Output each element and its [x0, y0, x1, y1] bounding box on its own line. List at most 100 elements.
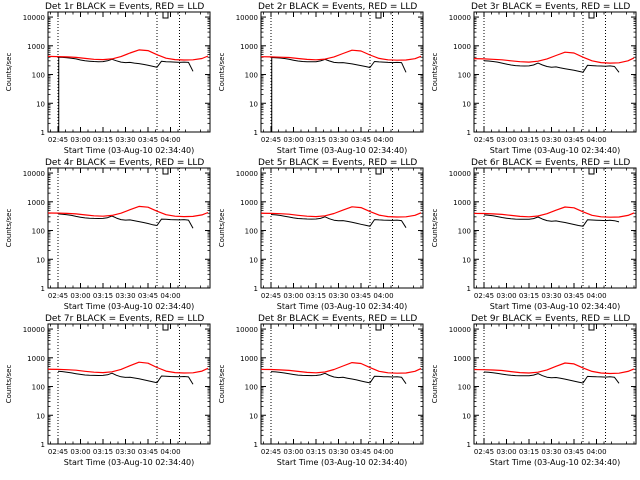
y-tick-label: 10 [36, 256, 45, 264]
y-tick-label: 10 [462, 412, 471, 420]
panel-det-5: Det 5r BLACK = Events, RED = LLD Counts/s… [218, 158, 424, 311]
y-tick-label: 1000 [240, 43, 258, 51]
x-tick-label: 02:45 [474, 292, 494, 300]
chart-title: Det 8r BLACK = Events, RED = LLD [258, 314, 417, 324]
x-tick-label: 03:00 [496, 292, 516, 300]
y-tick-label: 100 [245, 228, 258, 236]
x-tick-label: 03:45 [351, 448, 371, 456]
x-tick-label: 03:30 [115, 448, 135, 456]
series-line-events [270, 371, 407, 384]
plot-data [48, 361, 209, 385]
x-tick-label: 03:45 [564, 136, 584, 144]
y-tick-label: 1000 [27, 355, 45, 363]
x-tick-label: 03:00 [496, 136, 516, 144]
x-tick-label: 03:45 [564, 292, 584, 300]
chart-title: Det 9r BLACK = Events, RED = LLD [471, 314, 630, 324]
x-tick-label: 02:45 [474, 136, 494, 144]
y-tick-label: 100 [32, 72, 45, 80]
panel-det-2: Det 2r BLACK = Events, RED = LLD Counts/s… [218, 2, 424, 155]
y-tick-label: 1000 [453, 355, 471, 363]
series-line-events [270, 214, 407, 228]
plot-frame [47, 167, 211, 289]
x-tick-label: 03:45 [564, 448, 584, 456]
x-axis-label: Start Time (03-Aug-10 02:34:40) [490, 458, 621, 467]
x-tick-label: 04:00 [586, 292, 606, 300]
x-tick-label: 03:45 [351, 136, 371, 144]
x-tick-label: 03:00 [70, 448, 90, 456]
y-axis-label: Counts/sec [5, 365, 13, 404]
y-axis-label: Counts/sec [431, 365, 439, 404]
y-tick-label: 1 [254, 441, 258, 449]
panel-det-9: Det 9r BLACK = Events, RED = LLD Counts/s… [431, 314, 637, 467]
y-axis-label: Counts/sec [218, 53, 226, 92]
plot-frame [260, 11, 424, 133]
chart-title: Det 4r BLACK = Events, RED = LLD [45, 158, 204, 168]
plot-frame [473, 167, 637, 289]
plot-data [474, 51, 635, 73]
series-line-lld [48, 49, 209, 61]
y-tick-label: 1000 [240, 199, 258, 207]
plot-frame [47, 11, 211, 133]
y-tick-label: 10000 [449, 170, 471, 178]
series-line-events [483, 60, 620, 73]
y-tick-label: 1 [254, 285, 258, 293]
series-line-events [483, 214, 620, 227]
x-tick-label: 03:00 [70, 136, 90, 144]
x-tick-label: 03:15 [306, 136, 326, 144]
plot-frame [47, 323, 211, 445]
x-axis-label: Start Time (03-Aug-10 02:34:40) [64, 302, 195, 311]
y-tick-label: 1 [41, 129, 45, 137]
y-tick-label: 100 [458, 384, 471, 392]
y-tick-label: 10 [249, 412, 258, 420]
panel-det-4: Det 4r BLACK = Events, RED = LLD Counts/s… [5, 158, 211, 311]
y-axis-label: Counts/sec [431, 209, 439, 248]
x-tick-label: 04:00 [373, 292, 393, 300]
x-axis-label: Start Time (03-Aug-10 02:34:40) [277, 302, 408, 311]
plot-data [261, 49, 422, 132]
y-tick-label: 10 [462, 256, 471, 264]
x-axis-label: Start Time (03-Aug-10 02:34:40) [277, 458, 408, 467]
saa-marker [162, 324, 169, 331]
x-tick-label: 03:15 [519, 292, 539, 300]
x-tick-label: 02:45 [261, 136, 281, 144]
series-line-lld [474, 206, 635, 218]
y-tick-label: 10 [36, 412, 45, 420]
plot-data [261, 206, 422, 228]
y-tick-label: 100 [458, 228, 471, 236]
y-tick-label: 1 [467, 129, 471, 137]
x-tick-label: 03:30 [541, 448, 561, 456]
x-tick-label: 02:45 [48, 292, 68, 300]
x-tick-label: 03:15 [519, 448, 539, 456]
plot-data [474, 362, 635, 384]
chart-title: Det 5r BLACK = Events, RED = LLD [258, 158, 417, 168]
y-tick-label: 10000 [236, 170, 258, 178]
x-tick-label: 02:45 [261, 292, 281, 300]
x-tick-label: 03:30 [541, 136, 561, 144]
x-tick-label: 04:00 [586, 136, 606, 144]
x-tick-label: 03:45 [351, 292, 371, 300]
panel-det-7: Det 7r BLACK = Events, RED = LLD Counts/s… [5, 314, 211, 467]
y-tick-label: 10000 [23, 14, 45, 22]
saa-marker [375, 12, 382, 19]
y-tick-label: 10000 [236, 14, 258, 22]
chart-title: Det 2r BLACK = Events, RED = LLD [258, 2, 417, 12]
plot-data [261, 362, 422, 384]
x-tick-label: 03:15 [519, 136, 539, 144]
series-line-events [57, 56, 194, 72]
x-tick-label: 02:45 [261, 448, 281, 456]
series-line-events [57, 370, 194, 385]
panel-det-3: Det 3r BLACK = Events, RED = LLD Counts/s… [431, 2, 637, 155]
y-axis-label: Counts/sec [5, 53, 13, 92]
x-tick-label: 03:45 [138, 292, 158, 300]
plot-data [48, 49, 209, 132]
x-tick-label: 03:15 [306, 448, 326, 456]
y-tick-label: 1 [41, 285, 45, 293]
y-tick-label: 100 [245, 72, 258, 80]
x-tick-label: 04:00 [586, 448, 606, 456]
y-tick-label: 1 [41, 441, 45, 449]
x-tick-label: 03:00 [496, 448, 516, 456]
plot-frame [260, 323, 424, 445]
x-tick-label: 03:00 [283, 292, 303, 300]
